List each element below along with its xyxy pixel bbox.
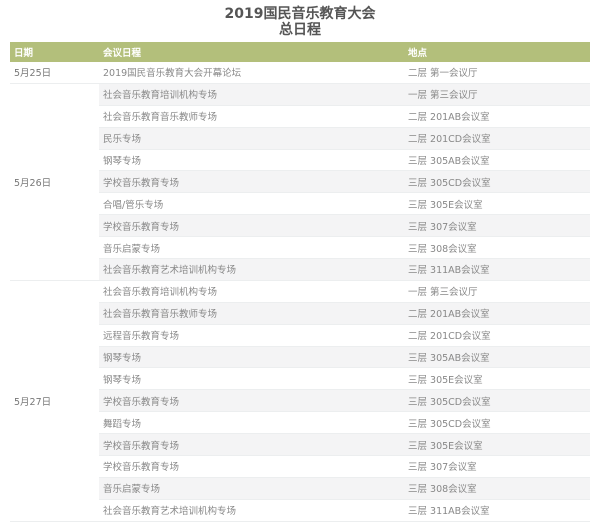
session-cell: 社会音乐教育艺术培训机构专场	[99, 258, 404, 281]
table-row: 音乐启蒙专场 三层 308会议室	[10, 236, 590, 260]
session-cell: 音乐启蒙专场	[99, 236, 404, 260]
date-cell: 5月25日	[10, 62, 99, 84]
table-row: 音乐启蒙专场 三层 308会议室	[10, 477, 590, 500]
session-cell: 学校音乐教育专场	[99, 389, 404, 413]
location-cell: 三层 305E会议室	[404, 433, 590, 457]
table-row: 5月27日 社会音乐教育培训机构专场 一层 第三会议厅	[10, 280, 590, 522]
table-row: 学校音乐教育专场 三层 305CD会议室	[10, 389, 590, 413]
schedule-body: 5月25日 2019国民音乐教育大会开幕论坛 二层 第一会议厅 5月26日 社会音乐教育…	[10, 62, 590, 522]
session-cell: 社会音乐教育培训机构专场	[99, 83, 404, 106]
location-cell: 三层 307会议室	[404, 214, 590, 238]
location-cell: 三层 305E会议室	[404, 367, 590, 391]
schedule-table: 日期 会议日程 地点 5月25日 2019国民音乐教育大会开幕论坛 二层 第一会议厅…	[10, 42, 590, 522]
session-cell: 学校音乐教育专场	[99, 170, 404, 194]
header-date: 日期	[10, 42, 99, 62]
session-cell: 社会音乐教育音乐教师专场	[99, 302, 404, 325]
header-location: 地点	[404, 42, 590, 62]
date-cell: 5月26日	[10, 83, 99, 281]
location-cell: 三层 307会议室	[404, 455, 590, 478]
location-cell: 二层 第一会议厅	[404, 62, 590, 84]
location-cell: 三层 305E会议室	[404, 192, 590, 216]
table-row: 社会音乐教育音乐教师专场 二层 201AB会议室	[10, 302, 590, 325]
session-cell: 钢琴专场	[99, 367, 404, 391]
table-row: 学校音乐教育专场 三层 307会议室	[10, 455, 590, 478]
table-row: 学校音乐教育专场 三层 307会议室	[10, 214, 590, 238]
table-row: 社会音乐教育艺术培训机构专场 三层 311AB会议室	[10, 258, 590, 281]
session-cell: 社会音乐教育培训机构专场	[99, 280, 404, 303]
location-cell: 三层 305AB会议室	[404, 346, 590, 369]
table-row: 5月26日 社会音乐教育培训机构专场 一层 第三会议厅	[10, 83, 590, 281]
table-row: 钢琴专场 三层 305E会议室	[10, 367, 590, 391]
page-title: 2019国民音乐教育大会 总日程	[0, 6, 600, 38]
location-cell: 一层 第三会议厅	[404, 280, 590, 303]
location-cell: 三层 305CD会议室	[404, 411, 590, 435]
title-line-2: 总日程	[279, 22, 321, 38]
location-cell: 一层 第三会议厅	[404, 83, 590, 106]
session-cell: 合唱/管乐专场	[99, 192, 404, 216]
location-cell: 三层 311AB会议室	[404, 499, 590, 522]
session-cell: 学校音乐教育专场	[99, 214, 404, 238]
table-row: 学校音乐教育专场 三层 305E会议室	[10, 433, 590, 457]
location-cell: 二层 201CD会议室	[404, 324, 590, 347]
header-session: 会议日程	[99, 42, 404, 62]
session-cell: 民乐专场	[99, 127, 404, 150]
location-cell: 三层 308会议室	[404, 236, 590, 260]
table-row: 社会音乐教育音乐教师专场 二层 201AB会议室	[10, 105, 590, 128]
title-line-1: 2019国民音乐教育大会	[224, 6, 376, 22]
location-cell: 二层 201AB会议室	[404, 302, 590, 325]
table-row: 学校音乐教育专场 三层 305CD会议室	[10, 170, 590, 194]
location-cell: 三层 305CD会议室	[404, 170, 590, 194]
table-header-row: 日期 会议日程 地点	[10, 42, 590, 62]
session-cell: 钢琴专场	[99, 346, 404, 369]
location-cell: 三层 305CD会议室	[404, 389, 590, 413]
table-row: 远程音乐教育专场 二层 201CD会议室	[10, 324, 590, 347]
table-row: 钢琴专场 三层 305AB会议室	[10, 149, 590, 172]
session-cell: 学校音乐教育专场	[99, 433, 404, 457]
location-cell: 二层 201AB会议室	[404, 105, 590, 128]
table-row: 民乐专场 二层 201CD会议室	[10, 127, 590, 150]
session-cell: 舞蹈专场	[99, 411, 404, 435]
session-cell: 社会音乐教育音乐教师专场	[99, 105, 404, 128]
table-row: 合唱/管乐专场 三层 305E会议室	[10, 192, 590, 216]
location-cell: 三层 308会议室	[404, 477, 590, 500]
location-cell: 三层 311AB会议室	[404, 258, 590, 281]
session-cell: 远程音乐教育专场	[99, 324, 404, 347]
session-cell: 音乐启蒙专场	[99, 477, 404, 500]
date-cell: 5月27日	[10, 280, 99, 522]
location-cell: 二层 201CD会议室	[404, 127, 590, 150]
location-cell: 三层 305AB会议室	[404, 149, 590, 172]
table-row: 钢琴专场 三层 305AB会议室	[10, 346, 590, 369]
table-row: 舞蹈专场 三层 305CD会议室	[10, 411, 590, 435]
session-cell: 2019国民音乐教育大会开幕论坛	[99, 62, 404, 84]
session-cell: 社会音乐教育艺术培训机构专场	[99, 499, 404, 522]
session-cell: 学校音乐教育专场	[99, 455, 404, 478]
table-row: 5月25日 2019国民音乐教育大会开幕论坛 二层 第一会议厅	[10, 62, 590, 84]
session-cell: 钢琴专场	[99, 149, 404, 172]
